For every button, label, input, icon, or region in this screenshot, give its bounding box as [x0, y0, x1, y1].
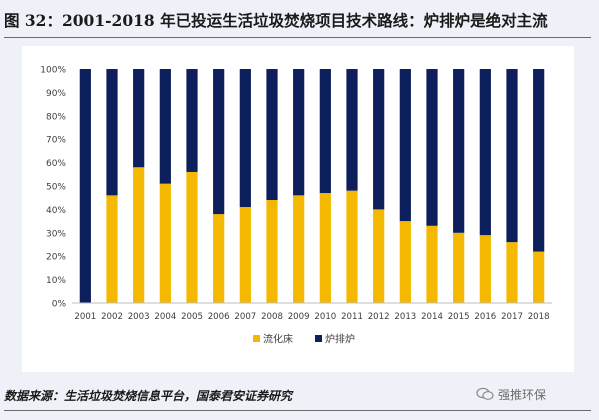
x-tick-label: 2016 — [474, 312, 496, 322]
bar-fluidized-bed-2005 — [186, 171, 198, 303]
y-tick-label: 10% — [46, 276, 66, 286]
bar-grate-furnace-2016 — [479, 69, 491, 236]
y-tick-label: 50% — [46, 183, 66, 193]
bar-grate-furnace-2009 — [293, 69, 305, 196]
x-tick-label: 2015 — [448, 312, 470, 322]
title-divider — [4, 37, 591, 38]
y-tick-label: 30% — [46, 229, 66, 239]
bar-fluidized-bed-2015 — [453, 232, 465, 303]
y-tick-label: 80% — [46, 112, 66, 122]
x-tick-label: 2010 — [314, 312, 336, 322]
x-tick-label: 2008 — [261, 312, 283, 322]
bar-grate-furnace-2017 — [506, 69, 518, 243]
y-tick-label: 0% — [52, 300, 67, 310]
bar-grate-furnace-2001 — [79, 69, 91, 303]
watermark-text: 强推环保 — [498, 387, 547, 402]
y-tick-label: 100% — [40, 66, 66, 76]
x-tick-label: 2002 — [101, 312, 123, 322]
source-note: 数据来源：生活垃圾焚烧信息平台，国泰君安证券研究 — [4, 389, 293, 403]
bar-fluidized-bed-2008 — [266, 200, 278, 303]
bar-grate-furnace-2004 — [159, 69, 171, 184]
y-tick-label: 40% — [46, 206, 66, 216]
bar-fluidized-bed-2017 — [506, 242, 518, 303]
bar-fluidized-bed-2004 — [159, 183, 171, 303]
bottom-divider — [4, 410, 591, 411]
bar-fluidized-bed-2009 — [293, 195, 305, 303]
x-tick-label: 2001 — [74, 312, 96, 322]
bar-fluidized-bed-2010 — [319, 193, 331, 303]
x-tick-label: 2003 — [128, 312, 150, 322]
x-tick-label: 2017 — [501, 312, 523, 322]
bar-grate-furnace-2011 — [346, 69, 358, 191]
bar-grate-furnace-2005 — [186, 69, 198, 172]
x-tick-label: 2011 — [341, 312, 363, 322]
bar-grate-furnace-2008 — [266, 69, 278, 201]
bar-grate-furnace-2018 — [533, 69, 545, 252]
x-tick-label: 2018 — [528, 312, 550, 322]
bar-fluidized-bed-2016 — [479, 235, 491, 303]
bar-grate-furnace-2007 — [239, 69, 251, 208]
x-tick-label: 2005 — [181, 312, 203, 322]
x-tick-label: 2012 — [368, 312, 390, 322]
y-tick-label: 60% — [46, 159, 66, 169]
bar-grate-furnace-2006 — [213, 69, 225, 215]
watermark: 强推环保 — [476, 382, 546, 406]
bar-grate-furnace-2012 — [373, 69, 385, 210]
x-tick-label: 2006 — [208, 312, 230, 322]
bar-grate-furnace-2002 — [106, 69, 118, 196]
bar-grate-furnace-2015 — [453, 69, 465, 233]
y-tick-label: 90% — [46, 89, 66, 99]
bar-fluidized-bed-2018 — [533, 251, 545, 303]
x-tick-label: 2013 — [394, 312, 416, 322]
legend-label: 炉排炉 — [325, 333, 355, 346]
bar-fluidized-bed-2014 — [426, 225, 438, 303]
bar-grate-furnace-2010 — [319, 69, 331, 194]
legend-label: 流化床 — [263, 333, 293, 346]
x-tick-label: 2004 — [154, 312, 176, 322]
figure-title: 图 32：2001-2018 年已投运生活垃圾焚烧项目技术路线：炉排炉是绝对主流 — [4, 11, 548, 30]
legend-swatch-grate-furnace — [315, 335, 322, 342]
x-tick-label: 2009 — [288, 312, 310, 322]
bar-fluidized-bed-2002 — [106, 195, 118, 303]
bar-fluidized-bed-2007 — [239, 207, 251, 303]
bar-fluidized-bed-2012 — [373, 209, 385, 303]
stacked-bar-chart: 0% 10% 20% 30% 40% 50% 60% 70% 80% 90% 100% 2001 200… — [40, 66, 552, 346]
y-tick-label: 70% — [46, 136, 66, 146]
bar-grate-furnace-2003 — [133, 69, 145, 168]
x-tick-label: 2007 — [234, 312, 256, 322]
legend-swatch-fluidized-bed — [253, 335, 260, 342]
chart-panel: 0% 10% 20% 30% 40% 50% 60% 70% 80% 90% 100% 2001 200… — [22, 46, 574, 372]
wechat-icon — [476, 387, 494, 400]
x-tick-label: 2014 — [421, 312, 443, 322]
bar-fluidized-bed-2011 — [346, 190, 358, 303]
bar-fluidized-bed-2006 — [213, 214, 225, 303]
bar-grate-furnace-2013 — [399, 69, 411, 222]
bar-fluidized-bed-2003 — [133, 167, 145, 303]
bar-grate-furnace-2014 — [426, 69, 438, 226]
y-tick-label: 20% — [46, 253, 66, 263]
bar-fluidized-bed-2013 — [399, 221, 411, 303]
